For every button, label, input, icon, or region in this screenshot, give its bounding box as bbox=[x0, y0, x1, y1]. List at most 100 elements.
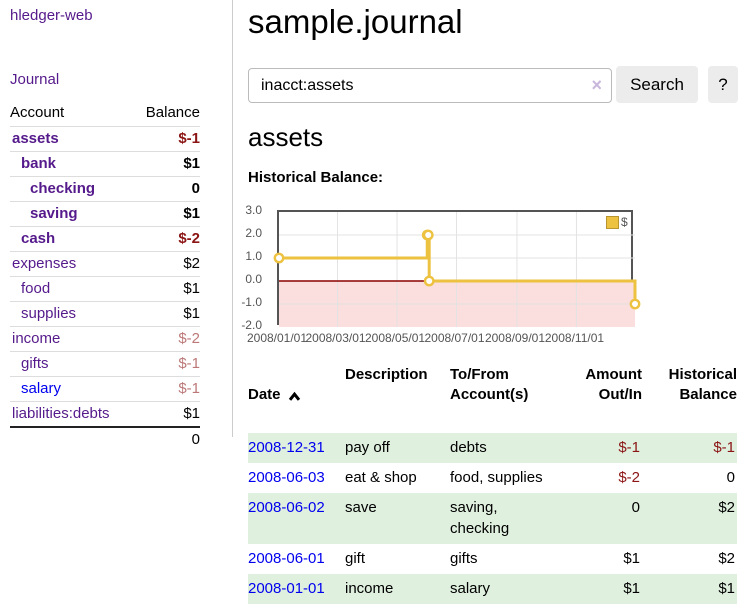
transaction-amount: 0 bbox=[631, 498, 640, 516]
transaction-amount: $-1 bbox=[618, 438, 640, 456]
help-button[interactable]: ? bbox=[708, 66, 738, 103]
register-row: 2008-01-01 income salary $1 $1 bbox=[248, 573, 737, 604]
transaction-date-link[interactable]: 2008-06-03 bbox=[248, 468, 325, 486]
account-balance: $-2 bbox=[133, 226, 200, 252]
account-link-salary[interactable]: salary bbox=[21, 380, 62, 397]
transaction-description: pay off bbox=[345, 438, 390, 456]
transaction-description: save bbox=[345, 498, 377, 516]
accounts-total-spacer bbox=[10, 426, 133, 452]
account-link-assets[interactable]: assets bbox=[12, 130, 59, 147]
account-balance: $1 bbox=[133, 276, 200, 302]
accounts-header-account: Account bbox=[10, 104, 65, 121]
transaction-balance: $-1 bbox=[713, 438, 735, 456]
account-link-food[interactable]: food bbox=[21, 280, 51, 297]
transaction-accounts: gifts bbox=[450, 549, 478, 567]
account-link-saving[interactable]: saving bbox=[30, 205, 78, 222]
data-point-marker bbox=[423, 275, 435, 287]
transaction-balance: $2 bbox=[718, 549, 735, 567]
account-row: expenses $2 bbox=[10, 251, 200, 277]
transaction-date-link[interactable]: 2008-01-01 bbox=[248, 579, 325, 597]
account-row: supplies $1 bbox=[10, 301, 200, 327]
page-title: sample.journal bbox=[248, 3, 463, 40]
transaction-balance: $1 bbox=[718, 579, 735, 597]
transaction-date-link[interactable]: 2008-06-02 bbox=[248, 498, 325, 516]
account-link-supplies[interactable]: supplies bbox=[21, 305, 77, 322]
account-balance: $-1 bbox=[133, 351, 200, 377]
register-row: 2008-12-31 pay off debts $-1 $-1 bbox=[248, 432, 737, 463]
y-axis-tick: 2.0 bbox=[245, 226, 262, 240]
transaction-accounts: salary bbox=[450, 579, 491, 597]
account-link-income[interactable]: income bbox=[12, 330, 61, 347]
transaction-balance: $2 bbox=[718, 498, 735, 516]
register-header-accounts: To/From Account(s) bbox=[450, 366, 529, 404]
chart-plot-area bbox=[273, 210, 641, 327]
transaction-balance: 0 bbox=[726, 468, 735, 486]
register-header-amount: Amount Out/In bbox=[585, 366, 642, 404]
x-axis-tick: 2008/09/01 bbox=[484, 331, 545, 345]
chart-legend: $ bbox=[606, 215, 628, 229]
chart-canvas bbox=[273, 212, 641, 327]
account-balance: $1 bbox=[133, 301, 200, 327]
x-axis-tick: 2008/05/01 bbox=[364, 331, 426, 345]
legend-swatch bbox=[606, 215, 619, 229]
account-link-bank[interactable]: bank bbox=[21, 155, 57, 172]
sort-ascending-icon bbox=[288, 391, 300, 401]
register-header-balance: Historical Balance bbox=[668, 366, 737, 404]
account-row: liabilities:debts $1 bbox=[10, 401, 200, 427]
register-header-date-label: Date bbox=[248, 386, 281, 404]
transaction-description: gift bbox=[345, 549, 366, 567]
x-axis-tick: 2008/03/01 bbox=[305, 331, 366, 345]
account-balance: $-1 bbox=[133, 126, 200, 152]
transaction-accounts: saving, checking bbox=[450, 498, 510, 537]
account-row: income $-2 bbox=[10, 326, 200, 352]
register-row: 2008-06-02 save saving, checking 0 $2 bbox=[248, 492, 737, 544]
y-axis-tick: 0.0 bbox=[245, 272, 262, 286]
y-axis-tick: -1.0 bbox=[241, 295, 262, 309]
transaction-accounts: food, supplies bbox=[450, 468, 543, 486]
y-axis-tick: -2.0 bbox=[241, 318, 262, 332]
x-axis-tick: 2008/07/01 bbox=[424, 331, 485, 345]
account-row: gifts $-1 bbox=[10, 351, 200, 377]
search-button[interactable]: Search bbox=[616, 66, 698, 103]
account-balance: 0 bbox=[133, 176, 200, 202]
sidebar: hledger-web Journal Account Balance asse… bbox=[0, 0, 233, 452]
accounts-total-value: 0 bbox=[133, 426, 200, 452]
y-axis-tick: 1.0 bbox=[245, 249, 262, 263]
account-link-liabilities-debts[interactable]: liabilities:debts bbox=[12, 405, 110, 422]
account-link-checking[interactable]: checking bbox=[30, 180, 96, 197]
transaction-amount: $-2 bbox=[618, 468, 640, 486]
account-link-gifts[interactable]: gifts bbox=[21, 355, 49, 372]
x-axis-tick: 2008/01/01 bbox=[246, 331, 308, 345]
transaction-amount: $1 bbox=[623, 549, 640, 567]
transaction-date-link[interactable]: 2008-06-01 bbox=[248, 549, 325, 567]
register-row: 2008-06-01 gift gifts $1 $2 bbox=[248, 544, 737, 574]
data-point-marker bbox=[273, 252, 285, 264]
transaction-date-link[interactable]: 2008-12-31 bbox=[248, 438, 325, 456]
transaction-amount: $1 bbox=[623, 579, 640, 597]
accounts-table: Account Balance assets $-1 bank $1 checking 0… bbox=[10, 100, 200, 452]
app-brand-link[interactable]: hledger-web bbox=[10, 7, 93, 24]
account-link-cash[interactable]: cash bbox=[21, 230, 56, 247]
accounts-total-row: 0 bbox=[10, 426, 200, 452]
register-header-date[interactable]: Date bbox=[248, 360, 345, 433]
accounts-header-balance: Balance bbox=[145, 104, 200, 121]
clear-search-icon[interactable]: × bbox=[591, 75, 602, 95]
search-input[interactable] bbox=[248, 68, 612, 103]
account-link-expenses[interactable]: expenses bbox=[12, 255, 77, 272]
register-row: 2008-06-03 eat & shop food, supplies $-2 0 bbox=[248, 463, 737, 493]
account-row: bank $1 bbox=[10, 151, 200, 177]
account-balance: $2 bbox=[133, 251, 200, 277]
x-axis-tick: 2008/11/01 bbox=[544, 331, 605, 345]
account-row: cash $-2 bbox=[10, 226, 200, 252]
sidebar-item-journal[interactable]: Journal bbox=[10, 71, 60, 88]
chart-title: Historical Balance: bbox=[248, 169, 384, 186]
transaction-description: income bbox=[345, 579, 394, 597]
search-box: × bbox=[248, 68, 612, 103]
account-balance: $-1 bbox=[133, 376, 200, 402]
transaction-accounts: debts bbox=[450, 438, 487, 456]
account-balance: $1 bbox=[133, 151, 200, 177]
account-row: salary $-1 bbox=[10, 376, 200, 402]
account-row: assets $-1 bbox=[10, 126, 200, 152]
register-header-description: Description bbox=[345, 366, 428, 383]
account-row: checking 0 bbox=[10, 176, 200, 202]
